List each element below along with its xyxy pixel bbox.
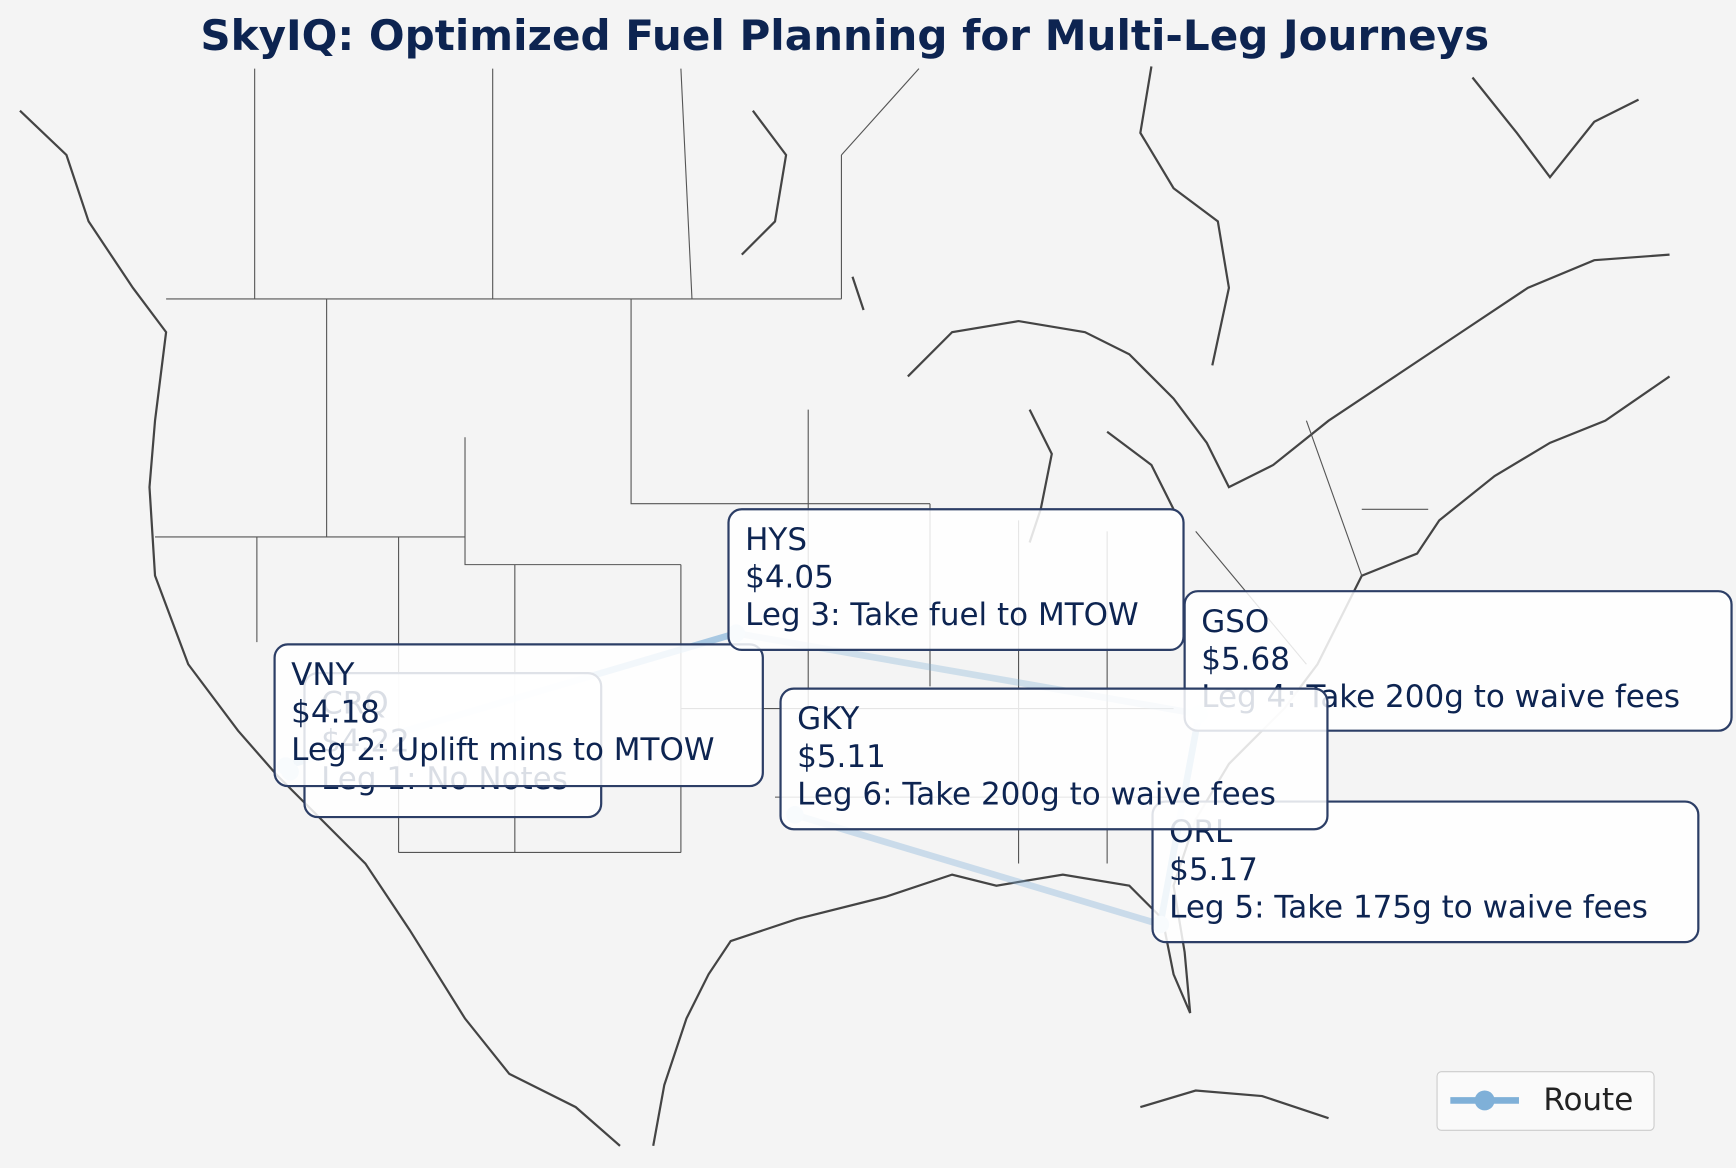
legend: Route [1436,1071,1655,1131]
callout-note: Leg 5: Take 175g to waive fees [1169,889,1648,925]
callout-code: GSO [1201,604,1269,640]
callout-note: Leg 2: Uplift mins to MTOW [291,732,714,768]
callout-box [779,687,1329,831]
callout-price: $5.68 [1201,641,1290,677]
callout-code: HYS [745,522,807,558]
callout-price: $5.11 [797,739,886,775]
legend-marker [1474,1090,1495,1111]
route-segment [791,811,1164,928]
legend-label: Route [1543,1082,1633,1118]
callout-box [727,508,1185,651]
callout-note: Leg 6: Take 200g to waive fees [797,777,1276,813]
callout-box [1151,800,1700,944]
callout-note: Leg 3: Take fuel to MTOW [745,597,1139,633]
callout-box [273,643,764,788]
callout-price: $4.05 [745,560,834,596]
callout-price: $5.17 [1169,852,1258,888]
callout-code: GKY [797,701,859,737]
legend-box [1436,1071,1655,1131]
callout-code: VNY [291,657,354,693]
title: SkyIQ: Optimized Fuel Planning for Multi… [200,11,1489,60]
callout-price: $4.18 [291,695,380,731]
